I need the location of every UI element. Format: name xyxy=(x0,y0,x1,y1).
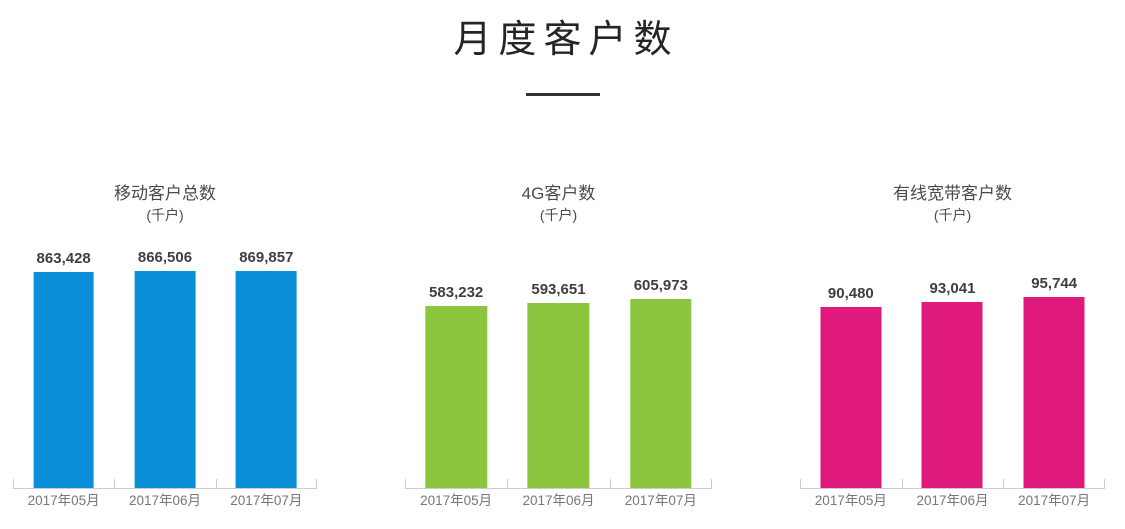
value-label-broadband-1: 90,480 xyxy=(827,285,874,302)
x-axis-labels-4g: 2017年05月 2017年06月 2017年07月 xyxy=(405,492,712,510)
x-axis-labels-broadband: 2017年05月 2017年06月 2017年07月 xyxy=(800,492,1105,510)
page-title: 月度客户数 xyxy=(453,19,679,61)
x-label-4g-2: 2017年06月 xyxy=(522,493,595,508)
value-label-mobile-total-2: 866,506 xyxy=(137,249,193,267)
x-axis-labels-mobile-total: 2017年05月 2017年06月 2017年07月 xyxy=(13,492,317,510)
category-mobile-total-3: 869,857 xyxy=(216,238,317,488)
axis-tick xyxy=(114,479,116,488)
x-label-mobile-total-2: 2017年06月 xyxy=(128,493,202,508)
value-label-4g-3: 605,973 xyxy=(633,276,688,294)
value-label-broadband-3: 95,744 xyxy=(1031,274,1078,292)
plot-area-mobile-total: 863,428 866,506 869,857 xyxy=(13,238,317,489)
plot-area-broadband: 90,480 93,041 95,744 xyxy=(800,238,1105,489)
chart-4g: 4G客户数 (千户) 583,232 593,651 605,973 2017年05月 20… xyxy=(405,183,712,523)
x-label-broadband-3: 2017年07月 xyxy=(1018,493,1091,508)
chart-mobile-total: 移动客户总数 (千户) 863,428 866,506 869,857 2017年05月 2… xyxy=(13,183,317,523)
axis-tick xyxy=(711,479,712,488)
category-4g-3: 605,973 xyxy=(610,238,712,488)
bar-4g-1[interactable] xyxy=(425,305,487,488)
category-broadband-1: 90,480 xyxy=(800,238,902,488)
category-4g-2: 593,651 xyxy=(507,238,609,488)
chart-subtitle-mobile-total: (千户) xyxy=(146,207,184,223)
axis-tick xyxy=(1104,479,1105,488)
value-label-4g-1: 583,232 xyxy=(429,283,484,301)
category-broadband-3: 95,744 xyxy=(1003,238,1105,488)
chart-subtitle-broadband: (千户) xyxy=(933,207,972,223)
category-4g-1: 583,232 xyxy=(405,238,507,488)
axis-tick xyxy=(1003,479,1005,488)
axis-tick xyxy=(800,479,801,488)
axis-tick xyxy=(13,479,14,488)
x-label-4g-1: 2017年05月 xyxy=(420,493,493,508)
axis-tick xyxy=(405,479,406,488)
value-label-4g-2: 593,651 xyxy=(531,280,586,298)
value-label-broadband-2: 93,041 xyxy=(929,279,976,297)
plot-area-4g: 583,232 593,651 605,973 xyxy=(405,238,712,489)
bar-mobile-total-3[interactable] xyxy=(235,270,297,488)
axis-tick xyxy=(316,479,317,488)
chart-subtitle-4g: (千户) xyxy=(539,207,578,223)
category-mobile-total-2: 866,506 xyxy=(114,238,215,488)
bar-broadband-2[interactable] xyxy=(921,301,983,488)
axis-tick xyxy=(901,479,903,488)
axis-tick xyxy=(609,479,611,488)
chart-title-mobile-total: 移动客户总数 xyxy=(114,184,216,203)
bar-mobile-total-1[interactable] xyxy=(33,272,95,488)
bar-4g-3[interactable] xyxy=(630,298,692,488)
bar-mobile-total-2[interactable] xyxy=(134,271,196,488)
x-label-broadband-2: 2017年06月 xyxy=(916,493,989,508)
bar-4g-2[interactable] xyxy=(527,302,590,488)
x-label-broadband-1: 2017年05月 xyxy=(814,493,887,508)
x-label-mobile-total-1: 2017年05月 xyxy=(27,493,100,508)
chart-title-4g: 4G客户数 xyxy=(521,184,596,203)
axis-tick xyxy=(215,479,217,488)
chart-title-broadband: 有线宽带客户数 xyxy=(893,184,1012,203)
x-label-4g-3: 2017年07月 xyxy=(624,493,697,508)
title-divider xyxy=(525,93,600,96)
category-mobile-total-1: 863,428 xyxy=(13,238,114,488)
x-label-mobile-total-3: 2017年07月 xyxy=(230,493,303,508)
chart-broadband: 有线宽带客户数 (千户) 90,480 93,041 95,744 2017年05月 201… xyxy=(800,183,1105,523)
bar-broadband-1[interactable] xyxy=(820,307,882,488)
value-label-mobile-total-3: 869,857 xyxy=(239,248,294,266)
axis-tick xyxy=(507,479,509,488)
bar-broadband-3[interactable] xyxy=(1023,296,1085,488)
category-broadband-2: 93,041 xyxy=(902,238,1004,488)
value-label-mobile-total-1: 863,428 xyxy=(36,250,91,268)
